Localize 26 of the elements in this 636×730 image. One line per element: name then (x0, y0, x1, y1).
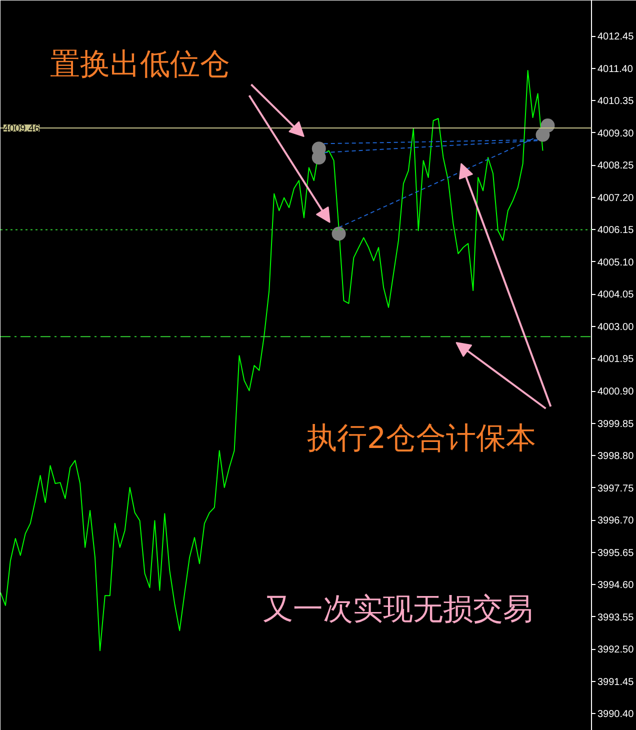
annotation: 置换出低位仓 (50, 47, 230, 82)
y-tick-label: 3990.40 (598, 709, 634, 720)
y-tick-label: 4012.45 (598, 32, 634, 43)
y-tick-label: 3993.55 (598, 612, 634, 624)
y-tick-label: 3996.70 (598, 516, 634, 527)
annotation: 执行2仓合计保本 (306, 421, 536, 456)
y-tick-label: 3991.45 (598, 676, 634, 688)
y-tick-label: 4009.30 (598, 128, 634, 140)
y-tick-label: 3999.85 (598, 418, 634, 430)
y-tick-label: 4006.15 (598, 225, 634, 236)
y-tick-label: 3998.80 (598, 451, 634, 462)
y-tick-label: 3995.65 (598, 548, 634, 559)
y-tick-label: 4004.05 (598, 290, 634, 301)
annotation: 又一次实现无损交易 (263, 592, 534, 627)
y-tick-label: 4003.00 (598, 322, 634, 333)
y-tick-label: 3992.50 (598, 644, 634, 656)
y-tick-label: 4011.40 (598, 64, 634, 75)
y-tick-label: 3994.60 (598, 580, 634, 592)
y-tick-label: 4000.90 (598, 386, 634, 398)
y-tick-label: 4005.10 (598, 257, 634, 268)
y-tick-label: 3997.75 (598, 483, 634, 494)
ref-line-label: 4009.46 (3, 124, 40, 135)
y-tick-label: 4010.35 (598, 96, 634, 108)
y-tick-label: 4001.95 (598, 354, 634, 366)
y-tick-label: 4008.25 (598, 160, 634, 172)
y-tick-label: 4007.20 (598, 192, 634, 204)
